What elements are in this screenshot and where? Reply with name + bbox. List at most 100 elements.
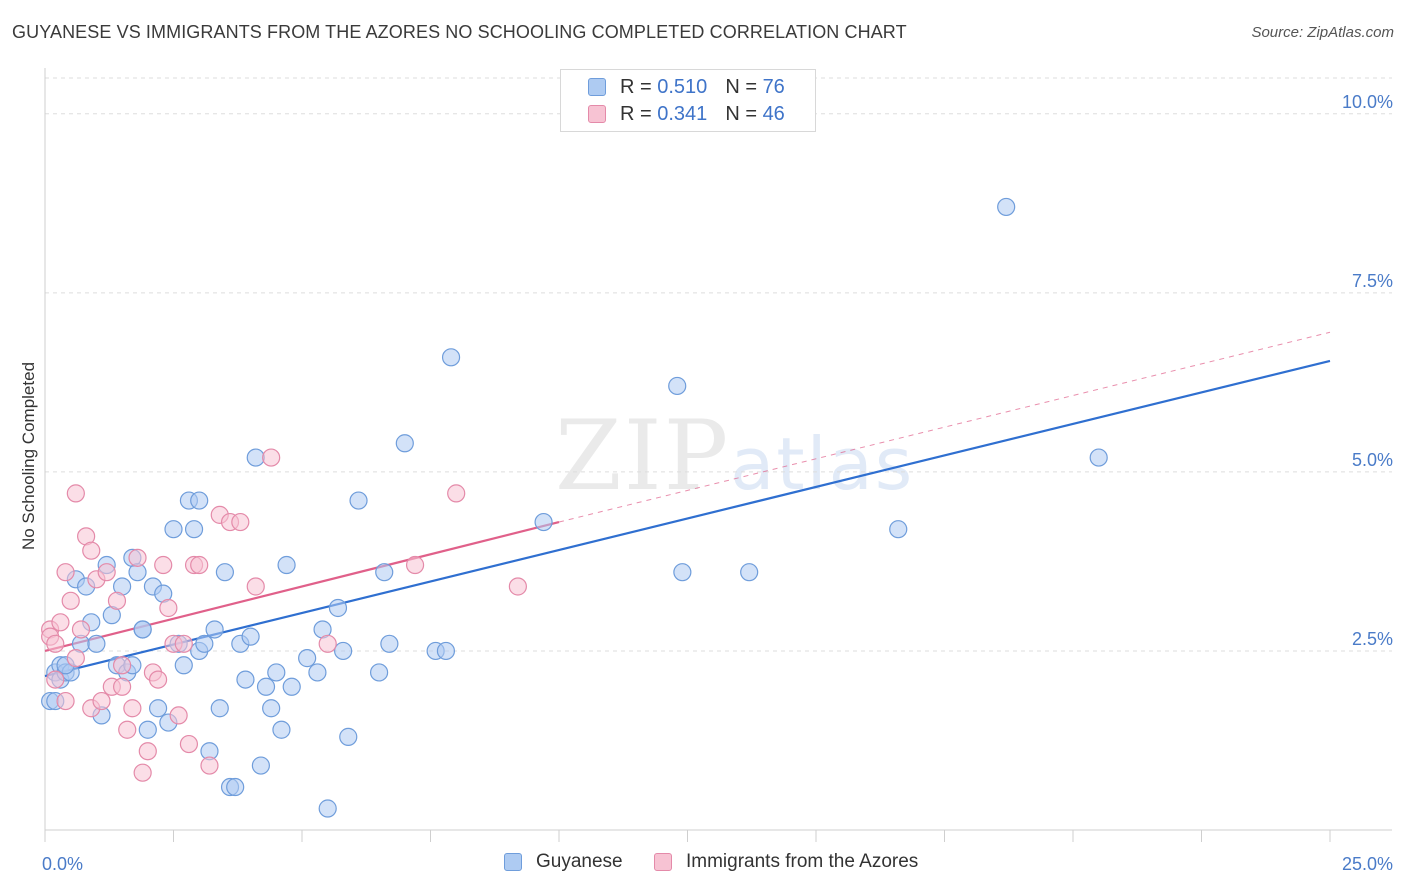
guyanese-point <box>282 677 301 696</box>
legend-r-label: R = <box>620 75 652 98</box>
guyanese-point <box>441 348 461 367</box>
guyanese-point <box>272 720 291 739</box>
watermark-atlas: atlas <box>730 422 915 506</box>
azores-point <box>46 670 65 689</box>
azores-trend-line <box>44 520 560 653</box>
azores-point <box>61 591 80 610</box>
legend-row-azores: R = 0.341 N = 46 <box>588 102 785 126</box>
guyanese-point <box>246 448 265 467</box>
azores-point <box>56 563 75 582</box>
legend-r-value: 0.341 <box>657 102 708 125</box>
guyanese-point <box>251 756 270 775</box>
stats-legend: R = 0.510 N = 76 R = 0.341 N = 46 <box>560 69 816 132</box>
legend-swatch-blue <box>504 853 522 871</box>
guyanese-point <box>277 555 296 575</box>
azores-point <box>66 649 85 668</box>
azores-point <box>107 591 127 610</box>
guyanese-trend-line <box>44 359 1331 678</box>
guyanese-point <box>236 670 255 689</box>
chart-title: GUYANESE VS IMMIGRANTS FROM THE AZORES N… <box>12 22 907 42</box>
azores-point <box>128 548 147 567</box>
azores-point <box>169 706 188 725</box>
legend-n-label: N = <box>725 75 757 98</box>
guyanese-point <box>184 520 204 539</box>
azores-point <box>92 691 111 711</box>
guyanese-point <box>375 563 394 582</box>
azores-point <box>405 555 425 575</box>
azores-point <box>200 756 219 775</box>
azores-point <box>56 691 75 711</box>
legend-n-label: N = <box>725 102 757 125</box>
azores-point <box>318 634 337 653</box>
y-tick-label: 7.5% <box>1352 271 1393 291</box>
legend-r-label: R = <box>620 102 652 125</box>
guyanese-point <box>395 434 414 453</box>
source-label: Source: ZipAtlas.com <box>1251 24 1394 41</box>
guyanese-point <box>740 563 759 582</box>
azores-point <box>231 512 250 532</box>
x-tick-label-max: 25.0% <box>1342 854 1393 874</box>
legend-row-guyanese: R = 0.510 N = 76 <box>588 75 785 99</box>
y-tick-label: 5.0% <box>1352 450 1393 470</box>
guyanese-point <box>339 727 358 746</box>
azores-point <box>174 634 193 653</box>
guyanese-points <box>41 197 1108 818</box>
guyanese-point <box>308 663 327 682</box>
watermark-zip: ZIP <box>555 400 731 512</box>
guyanese-point <box>318 799 337 818</box>
y-tick-label: 2.5% <box>1352 629 1393 649</box>
gridlines <box>45 77 1392 652</box>
azores-point <box>262 448 281 467</box>
guyanese-point <box>256 677 276 696</box>
guyanese-point <box>1089 448 1108 467</box>
guyanese-point <box>380 634 399 653</box>
azores-point <box>508 577 527 596</box>
guyanese-point <box>133 620 152 639</box>
legend-swatch-blue <box>588 78 606 96</box>
azores-point <box>71 620 91 639</box>
legend-item-guyanese: Guyanese <box>504 851 623 873</box>
azores-point <box>179 734 199 754</box>
azores-point <box>118 720 137 739</box>
azores-point <box>123 699 142 718</box>
y-axis-label: No Schooling Completed <box>19 362 38 550</box>
legend-n-value: 46 <box>762 102 785 125</box>
legend-swatch-pink <box>588 105 606 123</box>
guyanese-point <box>328 598 348 618</box>
guyanese-point <box>205 620 224 639</box>
legend-n-value: 76 <box>762 75 785 98</box>
azores-point <box>133 763 152 782</box>
legend-swatch-pink <box>654 853 672 871</box>
azores-points <box>41 448 527 782</box>
guyanese-point <box>370 663 389 682</box>
legend-r-value: 0.510 <box>657 75 708 98</box>
guyanese-point <box>668 376 687 396</box>
guyanese-point <box>215 563 234 582</box>
legend-label-guyanese: Guyanese <box>536 851 623 872</box>
guyanese-point <box>190 491 209 510</box>
trend-lines <box>44 331 1331 678</box>
azores-point <box>148 670 168 689</box>
guyanese-point <box>298 649 317 668</box>
guyanese-point <box>349 491 368 510</box>
guyanese-point <box>195 634 214 653</box>
azores-point <box>46 634 65 653</box>
legend-item-azores: Immigrants from the Azores <box>654 851 918 873</box>
azores-point <box>447 484 466 503</box>
guyanese-point <box>889 520 908 539</box>
azores-point <box>112 656 132 675</box>
azores-point <box>112 677 132 696</box>
guyanese-point <box>997 197 1016 217</box>
azores-trend-extension <box>558 331 1331 523</box>
guyanese-point <box>267 663 286 682</box>
guyanese-point <box>226 777 245 797</box>
tick-labels: 2.5% 5.0% 7.5% 10.0% 0.0% 25.0% <box>42 92 1393 874</box>
x-tick-label-min: 0.0% <box>42 854 83 874</box>
y-tick-label: 10.0% <box>1342 92 1393 112</box>
azores-point <box>246 577 265 596</box>
azores-point <box>159 598 178 618</box>
azores-point <box>66 484 85 503</box>
azores-point <box>154 555 173 575</box>
guyanese-point <box>241 627 260 646</box>
